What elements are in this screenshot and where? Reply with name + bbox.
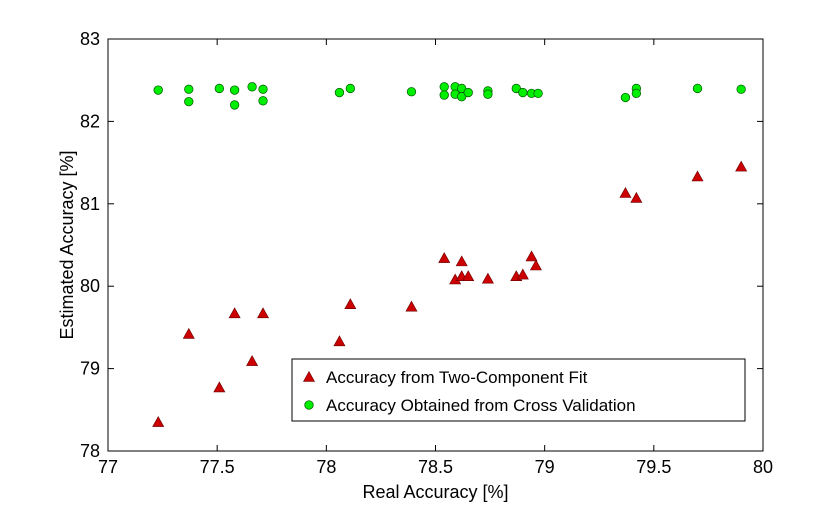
two-component-fit-point: [228, 307, 241, 319]
data-points: [152, 82, 748, 427]
cross-validation-point: [736, 84, 746, 94]
two-component-fit-point: [462, 270, 475, 282]
cross-validation-point: [184, 96, 194, 107]
y-tick-label: 83: [80, 29, 100, 49]
x-tick-label: 79.5: [636, 457, 671, 477]
two-component-fit-point: [246, 355, 259, 366]
two-component-fit-point: [182, 327, 195, 339]
legend-markers: [302, 370, 316, 410]
x-tick-label: 77.5: [200, 457, 235, 477]
cross-validation-point: [184, 84, 194, 94]
x-tick-label: 78: [316, 457, 336, 477]
x-tick-label: 79: [535, 457, 555, 477]
two-component-fit-point: [438, 252, 451, 263]
x-tick-label: 80: [753, 457, 773, 477]
cross-validation-point: [258, 84, 268, 94]
two-component-fit-point: [630, 191, 643, 203]
cross-validation-point: [345, 83, 356, 94]
two-component-fit-point: [152, 416, 165, 427]
cross-validation-point: [518, 87, 528, 98]
two-component-fit-point: [516, 268, 529, 280]
cross-validation-point: [229, 100, 240, 110]
two-component-fit-point: [481, 272, 494, 284]
cross-validation-point: [153, 85, 163, 95]
cross-validation-point: [463, 87, 473, 98]
two-component-fit-point: [333, 335, 346, 347]
cross-validation-point: [439, 82, 449, 92]
cross-validation-point: [229, 85, 240, 95]
y-tick-label: 82: [80, 111, 100, 131]
two-component-fit-point: [455, 255, 468, 267]
cross-validation-point: [214, 83, 225, 94]
y-tick-label: 80: [80, 276, 100, 296]
two-component-fit-point: [619, 186, 632, 198]
cross-validation-point: [247, 82, 257, 92]
x-axis-label: Real Accuracy [%]: [362, 482, 508, 502]
two-component-fit-point: [405, 300, 418, 312]
legend-marker-circle: [304, 400, 314, 410]
legend-label-two-component-fit: Accuracy from Two-Component Fit: [326, 368, 588, 387]
y-tick-label: 78: [80, 441, 100, 461]
y-axis-label: Estimated Accuracy [%]: [57, 150, 77, 339]
cross-validation-point: [620, 92, 631, 103]
x-tick-label: 78.5: [418, 457, 453, 477]
two-component-fit-point: [257, 307, 270, 319]
cross-validation-point: [631, 88, 642, 99]
cross-validation-point: [457, 92, 467, 102]
cross-validation-point: [258, 96, 268, 106]
two-component-fit-point: [691, 170, 704, 182]
axis-ticks: 77 77.5 78 78.5 79 79.5 80 78 79 80 81 82 83: [80, 29, 773, 477]
cross-validation-point: [334, 87, 345, 98]
two-component-fit-point: [529, 259, 542, 271]
two-component-fit-point: [213, 381, 226, 393]
y-tick-label: 79: [80, 359, 100, 379]
legend-box: [291, 358, 746, 422]
two-component-fit-point: [735, 160, 748, 172]
legend-label-cross-validation: Accuracy Obtained from Cross Validation: [326, 396, 636, 415]
legend-marker-triangle: [302, 370, 316, 382]
x-tick-label: 77: [98, 457, 118, 477]
cross-validation-point: [511, 83, 521, 94]
cross-validation-point: [533, 88, 543, 99]
two-component-fit-point: [525, 250, 538, 262]
two-component-fit-point: [344, 298, 357, 310]
cross-validation-point: [483, 89, 493, 99]
cross-validation-point: [692, 83, 703, 94]
cross-validation-point: [439, 90, 449, 100]
legend: Accuracy from Two-Component Fit Accuracy…: [291, 358, 746, 422]
y-tick-label: 81: [80, 194, 100, 214]
cross-validation-point: [406, 87, 417, 97]
